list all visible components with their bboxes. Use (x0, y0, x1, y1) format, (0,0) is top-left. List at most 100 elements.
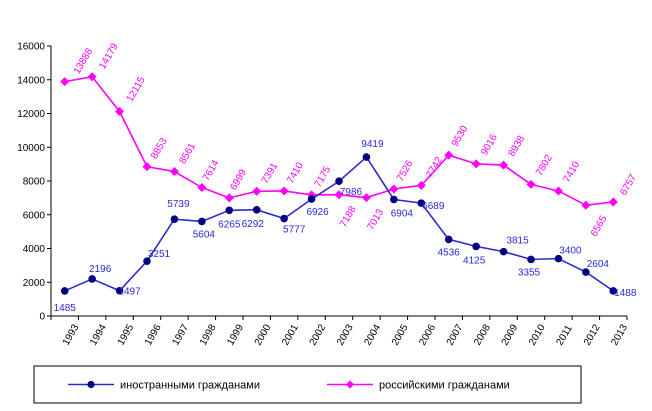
data-label: 6565 (589, 214, 610, 239)
x-tick-label: 2005 (390, 322, 411, 347)
x-tick-label: 1994 (88, 322, 109, 347)
x-tick-label: 2012 (582, 322, 603, 347)
data-point (527, 255, 535, 264)
data-point (60, 77, 70, 87)
y-tick-label: 8000 (23, 177, 46, 188)
data-point (471, 159, 481, 169)
data-point (526, 179, 536, 189)
data-label: 8853 (149, 136, 170, 161)
data-label: 6689 (422, 201, 445, 212)
data-label: 6926 (306, 207, 329, 218)
data-point (609, 287, 618, 295)
data-label: 7526 (395, 158, 416, 183)
x-tick-label: 1998 (198, 322, 219, 347)
data-point (444, 235, 453, 244)
data-label: 13888 (72, 46, 96, 76)
data-point (252, 186, 262, 196)
data-label: 8561 (178, 141, 199, 166)
data-label: 9016 (479, 132, 500, 157)
data-label: 7802 (534, 153, 555, 178)
data-point (142, 162, 152, 172)
data-label: 6904 (391, 208, 414, 219)
data-label: 7410 (562, 159, 583, 184)
data-label: 7391 (260, 161, 281, 186)
data-point (170, 215, 179, 223)
data-label: 4125 (463, 255, 486, 266)
x-tick-label: 2004 (363, 322, 384, 347)
data-label: 7175 (313, 164, 334, 189)
x-tick-label: 2009 (500, 322, 521, 347)
data-point (307, 195, 316, 203)
data-point (87, 72, 97, 82)
data-point (225, 206, 234, 215)
data-point (198, 217, 206, 226)
data-point (252, 206, 261, 214)
legend-label-russian: российскими гражданами (379, 380, 510, 392)
data-point (280, 214, 288, 223)
data-point (499, 247, 508, 256)
x-tick-label: 1999 (225, 322, 246, 347)
data-label: 6757 (618, 172, 639, 197)
data-label: 5739 (167, 199, 190, 210)
data-label: 6265 (218, 219, 241, 230)
data-label: 7742 (424, 155, 445, 180)
data-label: 7410 (285, 160, 306, 185)
data-label: 12115 (125, 75, 148, 104)
x-tick-label: 2013 (609, 322, 630, 347)
data-point (417, 199, 426, 207)
x-tick-label: 2010 (527, 322, 548, 347)
data-point (224, 193, 234, 203)
data-point (390, 195, 398, 204)
data-point (499, 160, 509, 170)
data-point (361, 193, 371, 203)
data-label: 3815 (506, 236, 529, 247)
data-point (444, 150, 454, 160)
y-tick-label: 14000 (17, 75, 45, 86)
data-point (389, 184, 399, 194)
data-label: 2196 (89, 264, 112, 275)
x-tick-label: 2011 (555, 323, 575, 348)
data-label: 1497 (118, 287, 141, 298)
x-axis: 1993 1994 1995 1996 1997 1998 1999 2000 2001 2002… (50, 315, 630, 348)
legend-marker-russian (346, 380, 354, 389)
x-tick-label: 2001 (280, 322, 301, 347)
data-point (335, 177, 343, 186)
data-label: 7188 (338, 204, 359, 229)
data-label: 9530 (450, 124, 471, 149)
data-point (197, 183, 207, 193)
data-point (279, 186, 289, 196)
data-label: 8938 (507, 134, 528, 159)
x-tick-label: 1993 (61, 322, 82, 347)
data-label: 7614 (201, 158, 222, 183)
data-label: 1485 (54, 303, 77, 314)
x-tick-label: 2008 (472, 322, 493, 347)
data-label: 5777 (283, 225, 306, 236)
legend-marker-foreign (87, 380, 95, 389)
y-axis: 0 2000 4000 6000 8000 10000 12000 14000 16000 (17, 42, 52, 323)
data-point (169, 167, 179, 177)
data-label: 3355 (518, 267, 541, 278)
data-label: 4536 (438, 247, 461, 258)
y-tick-label: 10000 (17, 143, 45, 154)
data-point (115, 286, 124, 295)
x-tick-label: 1996 (143, 322, 164, 347)
data-point (553, 186, 563, 196)
y-tick-label: 2000 (23, 278, 46, 289)
data-point (582, 268, 590, 276)
data-point (334, 190, 344, 200)
data-label: 6999 (228, 167, 249, 192)
data-label: 3400 (559, 246, 582, 257)
data-label: 14179 (97, 41, 121, 71)
y-tick-label: 12000 (17, 109, 45, 120)
x-tick-label: 2003 (335, 322, 356, 347)
legend-box (33, 365, 582, 404)
data-label: 7986 (340, 187, 363, 198)
x-tick-label: 2000 (253, 322, 274, 347)
legend-label-foreign: иностранными гражданами (120, 380, 260, 392)
data-point (581, 200, 591, 210)
data-point (88, 275, 96, 283)
y-tick-label: 0 (39, 312, 45, 323)
